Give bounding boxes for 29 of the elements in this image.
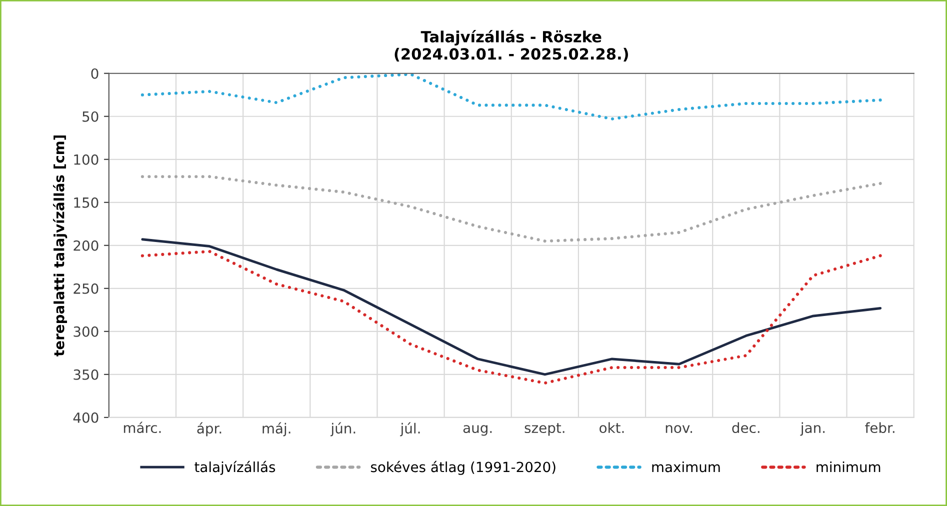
- y-tick-label: 0: [91, 68, 98, 79]
- legend-label: sokéves átlag (1991-2020): [370, 460, 556, 475]
- y-tick-label: 250: [74, 283, 98, 294]
- x-tick-label: okt.: [600, 422, 624, 434]
- x-tick-label: szept.: [524, 423, 564, 436]
- y-tick-label: 50: [82, 111, 98, 122]
- line-series: [140, 73, 882, 120]
- x-tick-label: máj.: [262, 422, 290, 436]
- y-axis-title: terepalatti talajvízállás [cm]: [53, 135, 68, 356]
- y-tick-label: 200: [74, 240, 98, 251]
- x-tick-label: aug.: [463, 425, 492, 436]
- y-tick-label: 100: [74, 154, 98, 165]
- x-tick-label: jan.: [800, 422, 825, 436]
- y-tick-label: 150: [74, 197, 98, 208]
- legend-label: talajvízállás: [194, 460, 276, 475]
- x-tick-label: júl.: [400, 422, 420, 436]
- x-tick-label: dec.: [732, 422, 760, 434]
- y-tick-label: 350: [74, 369, 98, 380]
- chart-title: Talajvízállás - Röszke (2024.03.01. - 2025.02.28.): [394, 30, 628, 62]
- y-tick-label: 300: [74, 326, 98, 337]
- legend-label: minimum: [816, 461, 880, 472]
- x-tick-label: ápr.: [197, 422, 222, 436]
- legend-label: maximum: [652, 461, 720, 472]
- line-series: [140, 175, 882, 243]
- x-tick-label: febr.: [865, 422, 894, 434]
- x-tick-label: márc.: [124, 422, 161, 434]
- y-tick-label: 400: [73, 412, 98, 423]
- x-tick-label: nov.: [666, 425, 692, 434]
- x-tick-label: jún.: [330, 422, 356, 436]
